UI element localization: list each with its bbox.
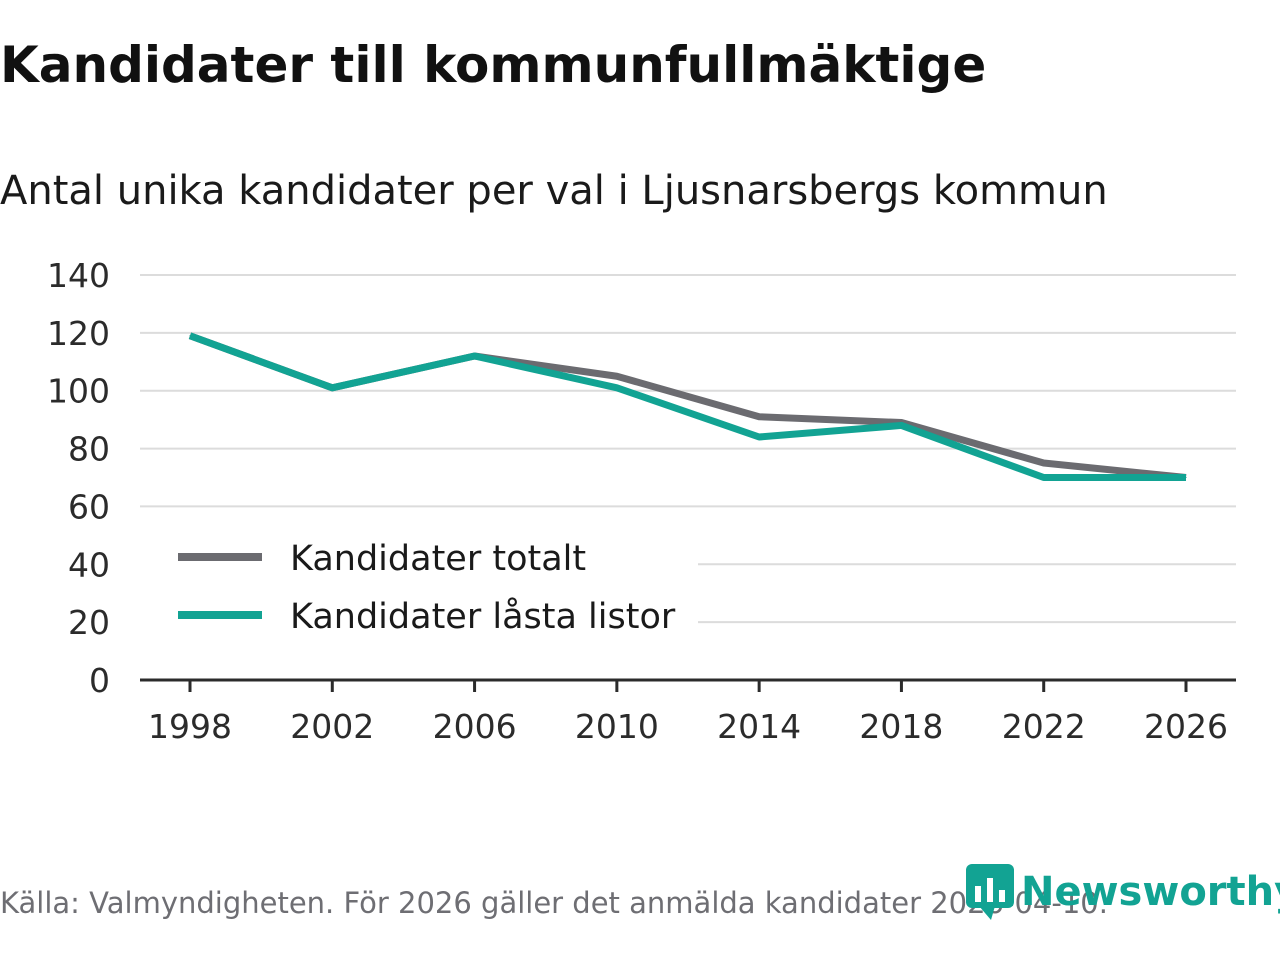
data-point: [1043, 477, 1045, 478]
chart-title: Kandidater till kommunfullmäktige: [0, 36, 987, 94]
x-tick-label: 2010: [575, 707, 659, 746]
data-point: [474, 355, 476, 357]
data-point: [758, 416, 760, 418]
y-tick-label: 20: [68, 603, 110, 642]
series-line-totalt: [188, 332, 1187, 481]
x-tick-label: 2014: [717, 707, 801, 746]
y-tick-label: 120: [47, 314, 110, 353]
y-tick-label: 60: [68, 487, 110, 526]
series-line-lasta-listor: [188, 332, 1186, 481]
y-tick-label: 0: [89, 661, 110, 700]
x-tick-label: 2002: [290, 707, 374, 746]
legend-label: Kandidater låsta listor: [290, 596, 676, 637]
data-point: [1185, 477, 1187, 478]
data-point: [1043, 462, 1045, 464]
x-tick-label: 2026: [1144, 707, 1228, 746]
y-tick-label: 40: [68, 545, 110, 584]
y-tick-label: 140: [47, 256, 110, 295]
legend-background: [138, 528, 698, 640]
legend-label: Kandidater totalt: [290, 539, 586, 579]
data-point: [331, 387, 333, 389]
data-point: [189, 335, 191, 337]
newsworthy-logo: Newsworthy: [965, 864, 1280, 920]
source-note: Källa: Valmyndigheten. För 2026 gäller d…: [0, 886, 1108, 920]
y-tick-label: 100: [47, 372, 110, 411]
brand-name: Newsworthy: [1021, 869, 1280, 915]
x-tick-label: 1998: [148, 707, 232, 746]
data-point: [900, 424, 902, 426]
data-point: [616, 375, 618, 377]
chart-subtitle: Antal unika kandidater per val i Ljusnar…: [0, 168, 1108, 214]
x-tick-label: 2018: [859, 707, 943, 746]
x-tick-label: 2006: [433, 707, 517, 746]
line-chart: 0 20 40 60 80 100 120 140 1998 2002 2006 2010 2014 20…: [47, 256, 1236, 746]
data-point: [758, 436, 760, 438]
y-tick-label: 80: [68, 430, 110, 469]
x-tick-label: 2022: [1002, 707, 1086, 746]
data-point: [616, 387, 618, 389]
bar-chart-pin-icon: [966, 864, 1014, 920]
